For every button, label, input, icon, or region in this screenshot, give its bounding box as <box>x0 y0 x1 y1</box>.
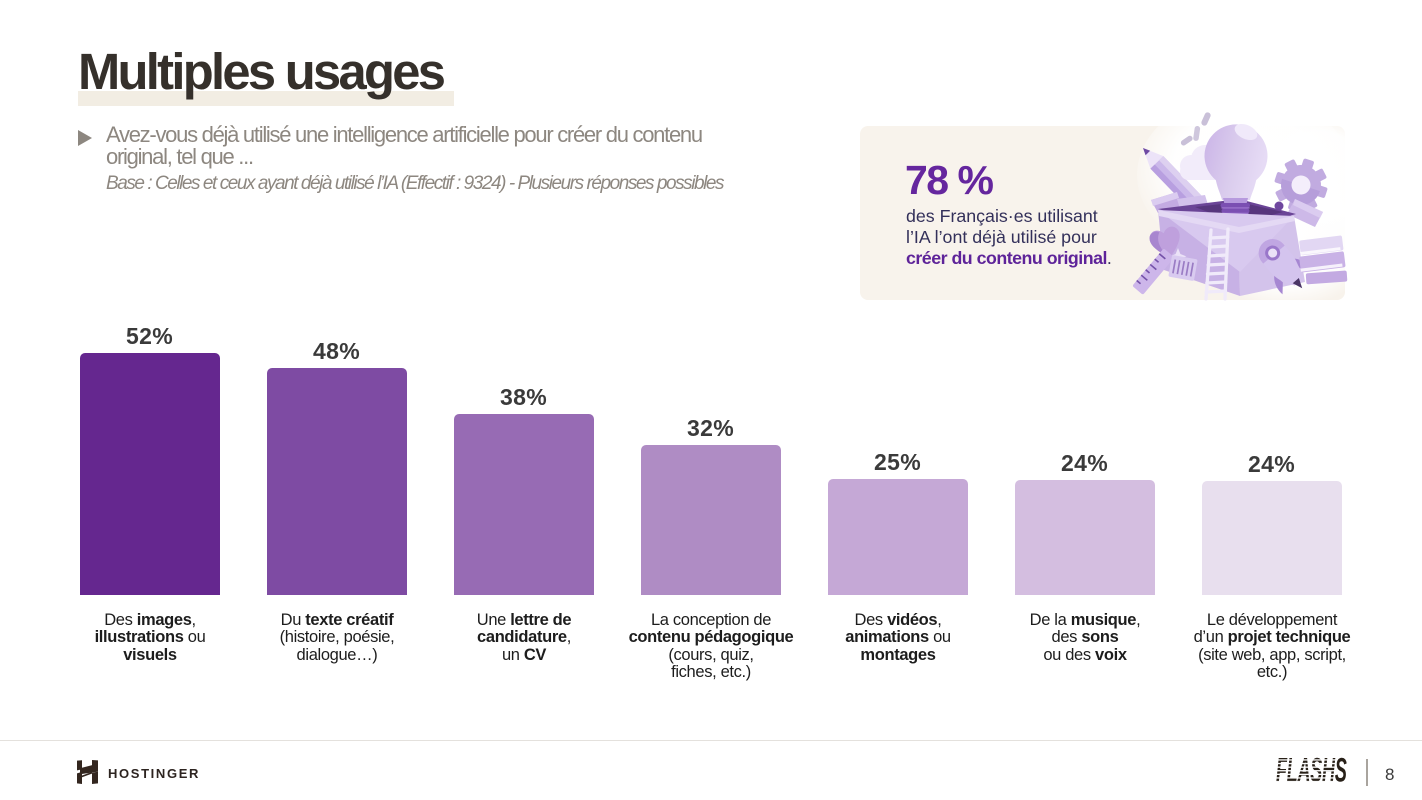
svg-text:S: S <box>1335 757 1347 787</box>
svg-text:FLASH: FLASH <box>1276 757 1336 787</box>
